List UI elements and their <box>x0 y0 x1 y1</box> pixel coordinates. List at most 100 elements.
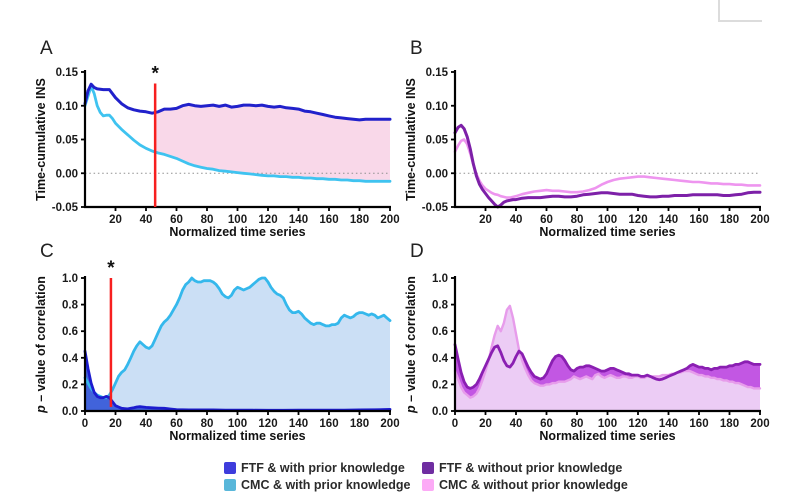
figure-legend: FTF & with prior knowledge CMC & with pr… <box>224 459 628 493</box>
y-tick-label: 1.0 <box>432 273 448 285</box>
fill-band-FTF-CMC <box>155 104 390 182</box>
cropped-window-corner-artifact <box>718 0 762 22</box>
legend-item-cmc-with: CMC & with prior knowledge <box>224 478 422 492</box>
x-tick-label: 80 <box>571 418 584 430</box>
x-axis-title: Normalized time series <box>539 225 675 239</box>
x-tick-label: 180 <box>720 418 739 430</box>
x-tick-label: 20 <box>479 418 492 430</box>
y-axis-title: p – value of correlation <box>404 276 418 414</box>
x-tick-label: 160 <box>319 214 338 226</box>
panel-label-B: B <box>410 38 423 59</box>
panel-label-D: D <box>410 241 424 262</box>
y-tick-label: 0.10 <box>56 101 78 113</box>
significance-asterisk: * <box>107 258 115 279</box>
y-tick-label: 0.2 <box>432 379 448 391</box>
legend-label: FTF & without prior knowledge <box>439 460 623 475</box>
x-tick-label: 180 <box>350 418 369 430</box>
x-tick-label: 40 <box>510 418 523 430</box>
fill-under-CMCno <box>455 305 760 411</box>
y-tick-label: 0.15 <box>56 67 79 79</box>
x-tick-label: 40 <box>140 418 153 430</box>
x-tick-label: 140 <box>289 214 308 226</box>
series-line-CMC <box>83 84 392 183</box>
x-tick-label: 200 <box>380 214 399 226</box>
x-tick-label: 160 <box>689 418 708 430</box>
series-line-CMCno <box>453 138 762 199</box>
x-tick-label: 40 <box>510 214 523 226</box>
x-tick-label: 120 <box>258 418 277 430</box>
series-line-CMCno <box>453 304 762 399</box>
x-tick-label: 0 <box>82 418 88 430</box>
x-tick-label: 120 <box>628 418 647 430</box>
series-line-FTFno <box>453 343 762 390</box>
y-axis-title: Time-cumulative INS <box>404 78 418 201</box>
y-tick-label: 0.05 <box>426 135 449 147</box>
x-tick-label: 100 <box>598 418 617 430</box>
series-line-CMC <box>83 276 392 400</box>
y-axis-title: Time-cumulative INS <box>34 78 48 201</box>
x-tick-label: 120 <box>628 214 647 226</box>
x-tick-label: 20 <box>109 418 122 430</box>
panel-D: 0 20 40 60 80 100 120 140 160 180 200 0.0 0.2 0.4 0.6 0… <box>404 241 770 443</box>
y-tick-label: -0.05 <box>422 202 449 214</box>
y-tick-label: 0.6 <box>432 326 448 338</box>
legend-swatch-cmc-with <box>224 478 236 491</box>
x-tick-label: 100 <box>598 214 617 226</box>
series-line-FTFno <box>453 123 762 209</box>
y-tick-label: 0.8 <box>432 300 449 312</box>
y-tick-label: 0.4 <box>432 353 449 365</box>
x-tick-label: 100 <box>228 214 247 226</box>
legend-swatch-ftf-without <box>422 461 434 474</box>
y-tick-label: 0.0 <box>62 406 78 418</box>
y-tick-label: 0.6 <box>62 326 78 338</box>
x-tick-label: 60 <box>540 418 553 430</box>
legend-swatch-ftf-with <box>224 461 236 474</box>
y-tick-label: -0.05 <box>52 202 79 214</box>
y-tick-label: 0.00 <box>426 168 448 180</box>
x-tick-label: 60 <box>170 214 183 226</box>
x-tick-label: 80 <box>201 418 214 430</box>
four-panel-chart-canvas: 20 40 60 80 100 120 140 160 180 200-0.050.000.050… <box>34 38 770 443</box>
panel-A: 20 40 60 80 100 120 140 160 180 200 -0.05 0.00 0.05 0… <box>34 38 400 239</box>
legend-item-cmc-without: CMC & without prior knowledge <box>422 478 628 492</box>
y-tick-label: 0.00 <box>56 168 78 180</box>
legend-swatch-cmc-without <box>422 478 434 491</box>
y-tick-label: 1.0 <box>62 273 78 285</box>
panel-C: 0 20 40 60 80 100 120 140 160 180 200 0.0 0.2 0.4 0.6 0… <box>34 241 400 443</box>
y-tick-label: 0.15 <box>426 67 449 79</box>
x-tick-label: 100 <box>228 418 247 430</box>
x-tick-label: 140 <box>659 214 678 226</box>
x-tick-label: 200 <box>380 418 399 430</box>
x-tick-label: 180 <box>350 214 369 226</box>
x-tick-label: 0 <box>452 418 458 430</box>
y-tick-label: 0.4 <box>62 353 79 365</box>
fill-under-CMC <box>85 278 390 411</box>
x-tick-label: 80 <box>201 214 214 226</box>
legend-item-ftf-with: FTF & with prior knowledge <box>224 461 422 475</box>
y-tick-label: 0.05 <box>56 135 79 147</box>
y-tick-label: 0.2 <box>62 379 78 391</box>
legend-label: CMC & without prior knowledge <box>439 477 628 492</box>
x-tick-label: 200 <box>750 418 769 430</box>
y-axis-title: p – value of correlation <box>34 276 48 414</box>
x-tick-label: 200 <box>750 214 769 226</box>
legend-label: CMC & with prior knowledge <box>241 477 411 492</box>
y-tick-label: 0.0 <box>432 406 448 418</box>
x-axis-title: Normalized time series <box>169 225 305 239</box>
x-tick-label: 80 <box>571 214 584 226</box>
x-tick-label: 20 <box>479 214 492 226</box>
legend-label: FTF & with prior knowledge <box>241 460 405 475</box>
x-tick-label: 160 <box>689 214 708 226</box>
y-tick-label: 0.8 <box>62 300 79 312</box>
x-tick-label: 20 <box>109 214 122 226</box>
x-axis-title: Normalized time series <box>539 429 675 443</box>
x-tick-label: 140 <box>289 418 308 430</box>
x-tick-label: 40 <box>140 214 153 226</box>
x-tick-label: 140 <box>659 418 678 430</box>
series-line-FTF <box>83 82 392 122</box>
x-tick-label: 60 <box>540 214 553 226</box>
significance-asterisk: * <box>151 63 159 84</box>
x-axis-title: Normalized time series <box>169 429 305 443</box>
x-tick-label: 120 <box>258 214 277 226</box>
y-tick-label: 0.10 <box>426 101 448 113</box>
